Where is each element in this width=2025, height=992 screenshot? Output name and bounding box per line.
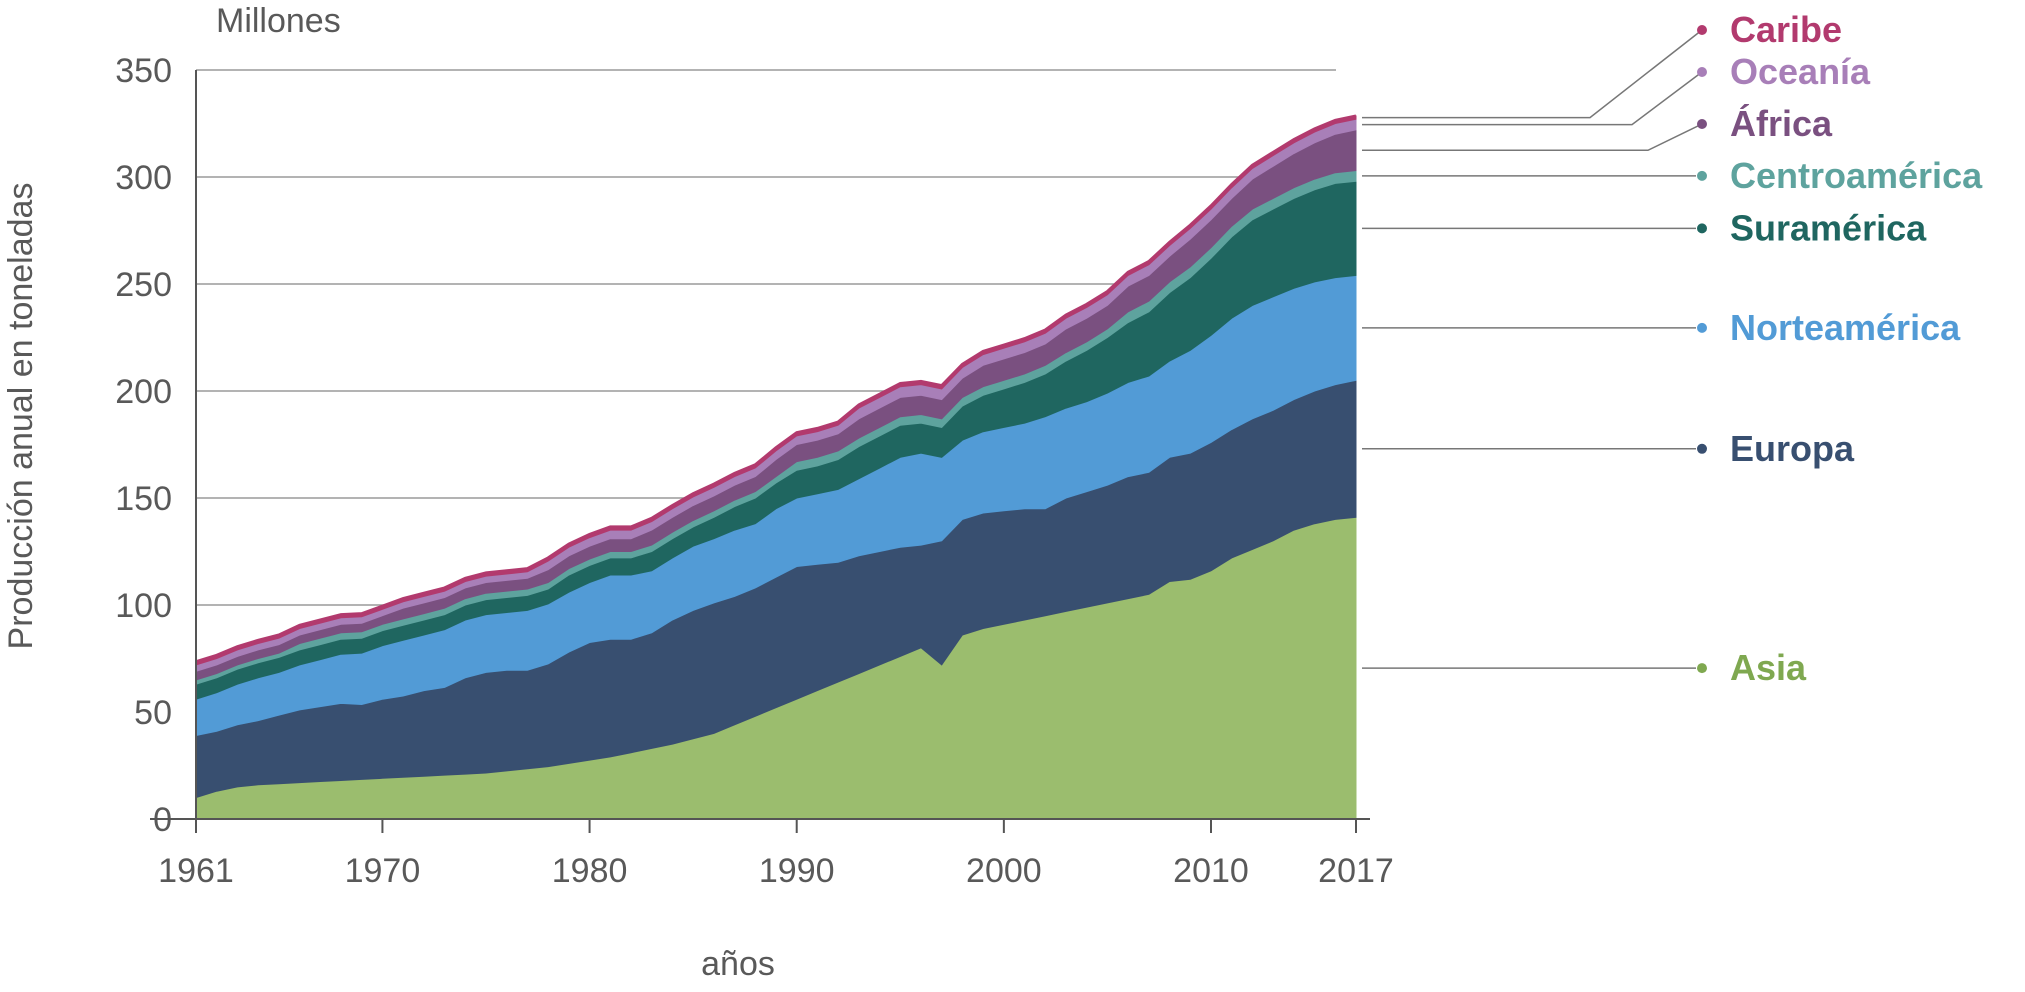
area-series bbox=[195, 114, 1357, 820]
legend: Asia Europa Norteamérica Suramérica Centroam… bbox=[1362, 9, 1983, 688]
x-axis-title: años bbox=[701, 945, 775, 983]
y-tick-label-200: 200 bbox=[115, 373, 172, 411]
legend-dot-suramerica bbox=[1697, 223, 1707, 234]
unit-label: Millones bbox=[216, 2, 341, 40]
legend-dot-norteamerica bbox=[1697, 322, 1707, 333]
x-tick-label-1961: 1961 bbox=[158, 852, 234, 890]
legend-dot-asia bbox=[1697, 663, 1707, 674]
y-tick-label-100: 100 bbox=[115, 587, 172, 625]
y-axis-title: Producción anual en toneladas bbox=[2, 183, 40, 650]
x-tick-label-1990: 1990 bbox=[759, 852, 835, 890]
y-tick-label-250: 250 bbox=[115, 266, 172, 304]
x-tick-label-1970: 1970 bbox=[345, 852, 421, 890]
area-caribe-outline bbox=[195, 114, 1357, 664]
leader-line-caribe bbox=[1362, 29, 1703, 119]
legend-dot-caribe bbox=[1697, 25, 1707, 35]
legend-label-oceania: Oceanía bbox=[1730, 51, 1871, 92]
y-tick-label-300: 300 bbox=[115, 159, 172, 197]
x-tick-label-2017: 2017 bbox=[1318, 852, 1394, 890]
legend-dot-europa bbox=[1697, 443, 1707, 454]
legend-label-caribe: Caribe bbox=[1730, 9, 1842, 50]
x-tick-label-2010: 2010 bbox=[1173, 852, 1249, 890]
legend-label-suramerica: Suramérica bbox=[1730, 207, 1927, 248]
legend-dot-centroamerica bbox=[1697, 170, 1707, 181]
legend-label-africa: África bbox=[1730, 103, 1833, 144]
x-tick-label-2000: 2000 bbox=[966, 852, 1042, 890]
x-tick-label-1980: 1980 bbox=[552, 852, 628, 890]
legend-label-europa: Europa bbox=[1730, 428, 1855, 469]
y-tick-label-350: 350 bbox=[115, 52, 172, 90]
legend-label-centroamerica: Centroamérica bbox=[1730, 155, 1983, 196]
legend-label-norteamerica: Norteamérica bbox=[1730, 307, 1961, 348]
leader-line-africa bbox=[1362, 123, 1703, 152]
legend-dot-oceania bbox=[1697, 67, 1707, 77]
y-tick-label-150: 150 bbox=[115, 480, 172, 518]
leader-line-oceania bbox=[1362, 71, 1703, 126]
y-tick-label-50: 50 bbox=[134, 694, 172, 732]
legend-dot-africa bbox=[1697, 119, 1707, 129]
legend-label-asia: Asia bbox=[1730, 647, 1807, 688]
